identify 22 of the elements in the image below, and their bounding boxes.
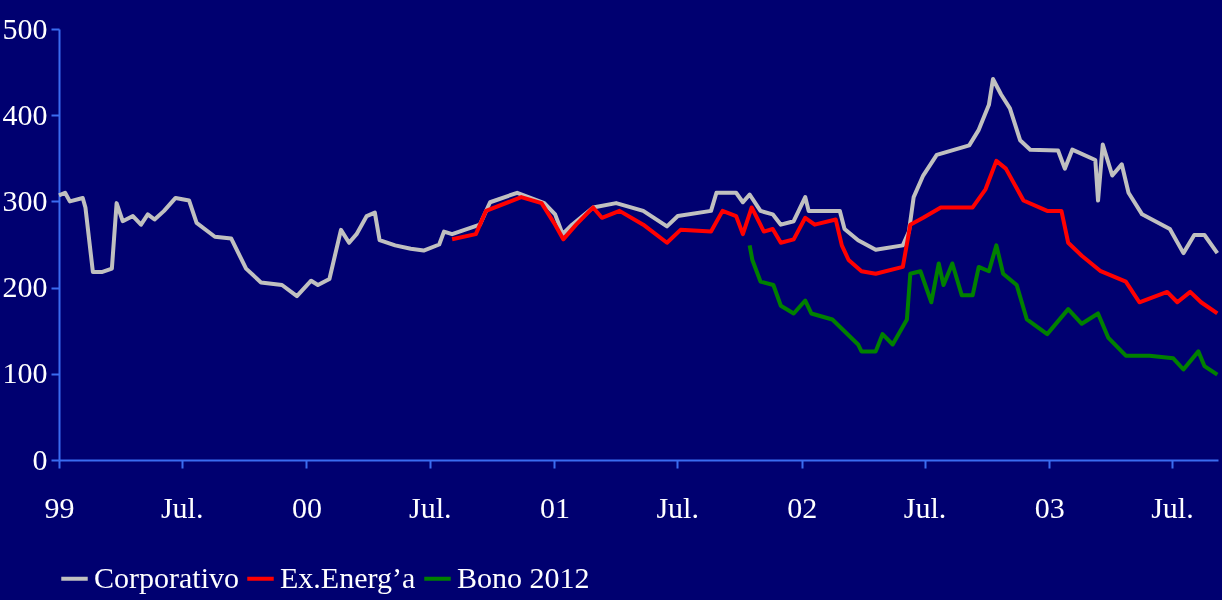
line-series: [57, 77, 1220, 299]
y-tick-label: 0: [32, 442, 48, 476]
y-tick-label: 100: [2, 356, 48, 390]
legend-label: Ex.Energ’a: [280, 560, 416, 594]
x-tick-label: 99: [44, 490, 75, 524]
legend-label: Bono 2012: [457, 560, 590, 594]
x-tick-label: Jul.: [408, 490, 452, 524]
x-tick-label: Jul.: [656, 490, 699, 524]
x-tick-label: 00: [291, 490, 322, 524]
x-tick-label: 03: [1034, 490, 1065, 524]
x-tick-label: Jul.: [1151, 490, 1194, 524]
line-series: [450, 158, 1220, 316]
x-tick-label: Jul.: [903, 490, 947, 524]
line-series: [747, 243, 1220, 377]
y-tick-label: 400: [2, 97, 48, 131]
x-tick-label: Jul.: [160, 490, 204, 524]
y-tick-label: 500: [2, 11, 48, 45]
y-tick-label: 300: [2, 183, 48, 217]
legend-label: Corporativo: [94, 560, 239, 594]
x-tick-label: 01: [539, 490, 570, 524]
y-tick-label: 200: [2, 270, 48, 304]
x-tick-label: 02: [787, 490, 818, 524]
